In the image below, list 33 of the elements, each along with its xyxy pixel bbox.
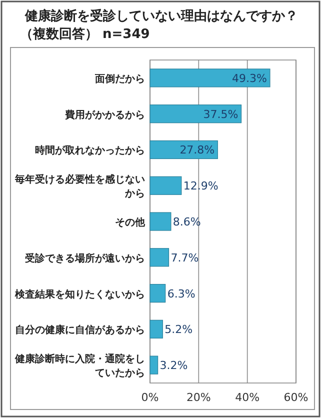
chart-title: 健康診断を受診していない理由はなんですか？: [24, 8, 298, 24]
y-tick-label: 受診できる場所が遠いから: [24, 252, 145, 264]
data-label: 6.3%: [167, 287, 196, 300]
bar: [150, 140, 218, 160]
y-tick-label: 時間が取れなかったから: [35, 144, 145, 157]
data-label: 7.7%: [170, 251, 199, 264]
y-tick-label: 検査結果を知りたくないから: [14, 288, 145, 300]
bar: [150, 212, 172, 231]
x-tick-label: 0%: [141, 391, 159, 404]
y-tick-label: 面倒だから: [94, 72, 145, 85]
y-tick-label: その他: [115, 216, 146, 228]
y-tick-label: 毎年受ける必要性を感じないから: [14, 174, 145, 200]
y-tick-label: 費用がかかるから: [64, 108, 145, 121]
data-label: 8.6%: [172, 216, 201, 228]
chart-subtitle: （複数回答） n=349: [20, 26, 150, 42]
bar: [150, 248, 170, 267]
data-label: 27.8%: [180, 144, 215, 157]
x-tick-label: 60%: [284, 391, 308, 404]
x-tick-label: 40%: [235, 391, 260, 404]
data-label: 49.3%: [232, 72, 267, 85]
bar: [150, 284, 166, 303]
data-label: 37.5%: [203, 108, 238, 121]
data-label: 5.2%: [164, 323, 193, 336]
bar: [150, 320, 163, 338]
y-tick-label: 自分の健康に自信があるから: [15, 324, 145, 336]
data-label: 12.9%: [183, 180, 218, 193]
x-tick-label: 20%: [186, 391, 211, 404]
data-label: 3.2%: [160, 359, 188, 372]
bar: [150, 176, 182, 195]
bar: [150, 104, 242, 124]
bar: [150, 68, 270, 88]
bar: [150, 356, 158, 374]
y-tick-label: 健康診断時に入院・通院をしていたから: [14, 353, 145, 380]
